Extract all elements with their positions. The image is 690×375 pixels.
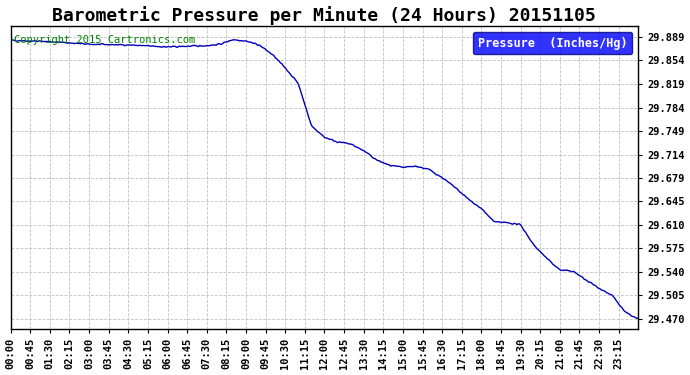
Legend: Pressure  (Inches/Hg): Pressure (Inches/Hg) — [473, 32, 632, 54]
Text: Copyright 2015 Cartronics.com: Copyright 2015 Cartronics.com — [14, 35, 195, 45]
Title: Barometric Pressure per Minute (24 Hours) 20151105: Barometric Pressure per Minute (24 Hours… — [52, 6, 596, 24]
